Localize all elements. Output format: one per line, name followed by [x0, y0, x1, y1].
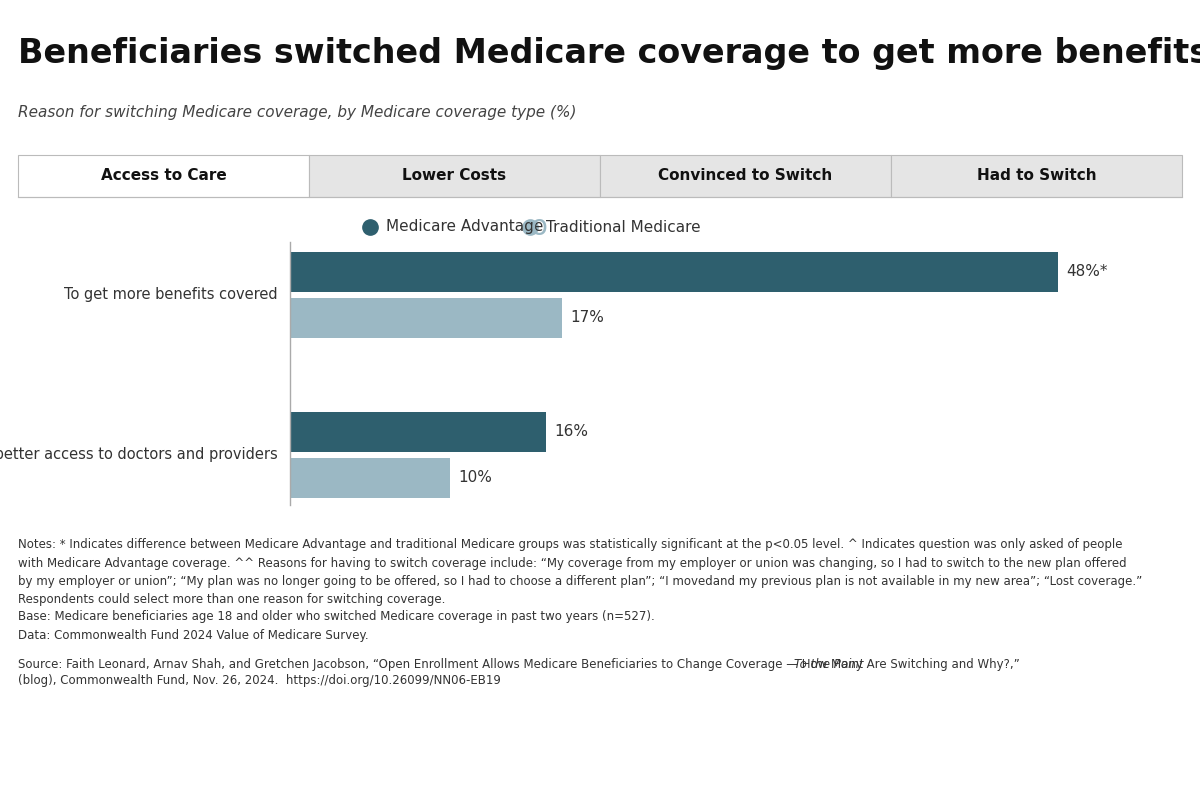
Bar: [290, 412, 546, 452]
Bar: [290, 252, 1058, 292]
Bar: [290, 298, 562, 338]
FancyBboxPatch shape: [310, 155, 600, 197]
Text: Lower Costs: Lower Costs: [402, 169, 506, 183]
FancyBboxPatch shape: [600, 155, 890, 197]
Text: Had to Switch: Had to Switch: [977, 169, 1097, 183]
Text: To the Point: To the Point: [794, 658, 864, 671]
Text: 48%*: 48%*: [1066, 265, 1108, 279]
Text: o: o: [530, 213, 547, 241]
Text: Source: Faith Leonard, Arnav Shah, and Gretchen Jacobson, “Open Enrollment Allow: Source: Faith Leonard, Arnav Shah, and G…: [18, 658, 1024, 671]
Text: Convinced to Switch: Convinced to Switch: [659, 169, 833, 183]
FancyBboxPatch shape: [890, 155, 1182, 197]
Text: Notes: * Indicates difference between Medicare Advantage and traditional Medicar: Notes: * Indicates difference between Me…: [18, 538, 1142, 606]
Text: Base: Medicare beneficiaries age 18 and older who switched Medicare coverage in : Base: Medicare beneficiaries age 18 and …: [18, 610, 655, 642]
Bar: [290, 458, 450, 498]
Text: To get better access to doctors and providers: To get better access to doctors and prov…: [0, 447, 278, 462]
Text: Beneficiaries switched Medicare coverage to get more benefits and to lower costs: Beneficiaries switched Medicare coverage…: [18, 37, 1200, 70]
Text: 17%: 17%: [570, 310, 604, 326]
Text: (blog), Commonwealth Fund, Nov. 26, 2024.  https://doi.org/10.26099/NN06-EB19: (blog), Commonwealth Fund, Nov. 26, 2024…: [18, 674, 500, 687]
FancyBboxPatch shape: [18, 155, 310, 197]
Text: To get more benefits covered: To get more benefits covered: [65, 287, 278, 302]
Text: Traditional Medicare: Traditional Medicare: [546, 219, 701, 234]
Text: Access to Care: Access to Care: [101, 169, 227, 183]
Text: 10%: 10%: [458, 470, 492, 486]
Text: 16%: 16%: [554, 425, 588, 439]
Text: Medicare Advantage: Medicare Advantage: [386, 219, 544, 234]
Text: Reason for switching Medicare coverage, by Medicare coverage type (%): Reason for switching Medicare coverage, …: [18, 105, 576, 120]
